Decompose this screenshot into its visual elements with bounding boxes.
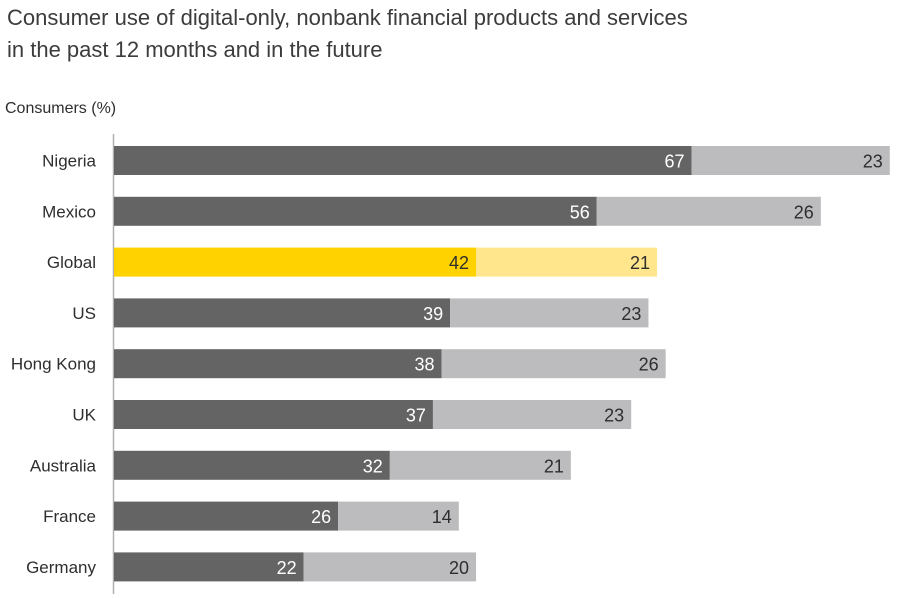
- category-label: France: [43, 507, 96, 526]
- bar-segment-future: [303, 552, 477, 582]
- data-label-past-12-months: 67: [665, 152, 685, 172]
- data-label-future: 26: [794, 202, 814, 222]
- data-label-past-12-months: 26: [311, 507, 331, 527]
- category-label: Australia: [30, 456, 97, 475]
- data-label-future: 23: [621, 304, 641, 324]
- bar-segment-past-12-months: [114, 298, 451, 328]
- data-label-past-12-months: 22: [277, 558, 297, 578]
- data-label-future: 21: [544, 456, 564, 476]
- bar-segment-past-12-months: [114, 501, 339, 531]
- data-label-past-12-months: 42: [449, 253, 469, 273]
- bar-segment-past-12-months: [114, 247, 477, 277]
- bar-segment-future: [441, 349, 666, 379]
- bar-segment-past-12-months: [114, 146, 692, 175]
- data-label-future: 23: [863, 152, 883, 172]
- bar-segment-past-12-months: [114, 552, 304, 582]
- chart-title-line-1: Consumer use of digital-only, nonbank fi…: [7, 5, 688, 30]
- category-label: UK: [72, 406, 96, 425]
- data-label-past-12-months: 39: [423, 304, 443, 324]
- category-label: Hong Kong: [11, 355, 96, 374]
- bar-segment-future: [389, 450, 571, 480]
- bar-segment-past-12-months: [114, 349, 442, 379]
- bar-segment-past-12-months: [114, 450, 390, 480]
- category-label: Germany: [26, 558, 96, 577]
- data-label-past-12-months: 32: [363, 456, 383, 476]
- data-label-future: 23: [604, 406, 624, 426]
- data-label-future: 21: [630, 253, 650, 273]
- bar-segment-future: [476, 247, 658, 277]
- category-label: Nigeria: [42, 152, 96, 171]
- category-label: US: [72, 304, 96, 323]
- data-label-future: 20: [449, 558, 469, 578]
- bar-segment-future: [432, 400, 632, 429]
- bar-segment-future: [596, 196, 821, 226]
- bars-group: Nigeria 67 23 Mexico 56 26 Global 42 21 US 39 23 Hon…: [11, 146, 890, 582]
- category-label: Mexico: [42, 202, 96, 221]
- data-label-future: 14: [432, 507, 452, 527]
- bar-segment-future: [450, 298, 649, 328]
- bar-segment-future: [691, 146, 890, 175]
- bar-segment-future: [338, 501, 459, 531]
- bar-segment-past-12-months: [114, 400, 433, 429]
- data-label-past-12-months: 56: [570, 202, 590, 222]
- data-label-future: 26: [639, 355, 659, 375]
- data-label-past-12-months: 37: [406, 406, 426, 426]
- category-label: Global: [47, 253, 96, 272]
- data-label-past-12-months: 38: [415, 355, 435, 375]
- bar-segment-past-12-months: [114, 196, 597, 226]
- chart-title-line-2: in the past 12 months and in the future: [7, 37, 382, 62]
- y-axis-label: Consumers (%): [5, 100, 116, 117]
